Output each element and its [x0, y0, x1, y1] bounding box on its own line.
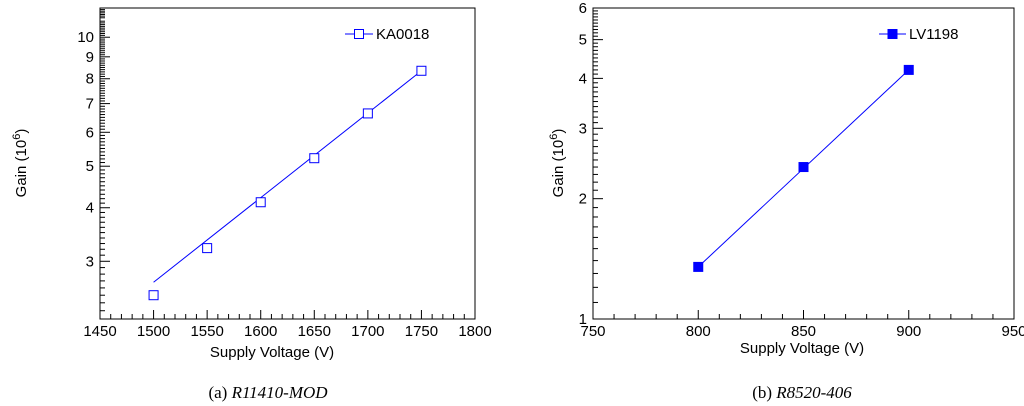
- legend: LV1198: [879, 26, 959, 43]
- x-tick-label: 1450: [83, 323, 116, 340]
- y-tick-label: 2: [579, 191, 587, 208]
- y-axis-title: Gain (106): [11, 129, 30, 198]
- x-tick-label: 950: [1001, 323, 1024, 340]
- y-tick-label: 6: [86, 124, 94, 141]
- x-tick-label: 1550: [190, 323, 223, 340]
- y-tick-label: 4: [579, 70, 587, 87]
- legend-marker-filled-square: [887, 29, 898, 39]
- y-axis-title: Gain (106): [548, 129, 567, 198]
- y-tick-label: 7: [86, 96, 94, 113]
- x-tick-label: 900: [896, 323, 921, 340]
- y-tick-label: 5: [579, 32, 587, 49]
- data-point: [903, 64, 914, 75]
- y-axis-title-exponent: 6: [11, 134, 23, 140]
- x-tick-label: 750: [580, 323, 605, 340]
- y-tick-label: 4: [86, 200, 94, 217]
- x-tick-label: 850: [791, 323, 816, 340]
- legend-label: LV1198: [909, 26, 959, 43]
- panel-b-chart: 750 800 850 900 950 1 2 3 4 5 6 LV1198 Supply Vol…: [548, 0, 1024, 402]
- plot-frame: [99, 7, 476, 320]
- data-points: [148, 65, 427, 301]
- y-axis-title-exponent: 6: [548, 134, 560, 140]
- y-ticks: 1 2 3 4 5 6: [579, 0, 603, 328]
- caption: (b) R8520-406: [752, 383, 852, 402]
- y-tick-label: 10: [77, 29, 94, 46]
- y-tick-label: 1: [579, 311, 587, 328]
- caption-title: R8520-406: [775, 383, 852, 402]
- y-tick-label: 8: [86, 71, 94, 88]
- data-point: [148, 290, 159, 301]
- y-axis-title-main: Gain (10: [550, 140, 567, 198]
- data-point: [416, 65, 427, 76]
- y-tick-label: 5: [86, 158, 94, 175]
- x-tick-label: 1700: [351, 323, 384, 340]
- data-point: [362, 108, 373, 119]
- data-point: [693, 261, 704, 272]
- y-tick-label: 6: [579, 0, 587, 17]
- legend: KA0018: [345, 26, 429, 43]
- data-point: [202, 243, 213, 254]
- x-axis-title: Supply Voltage (V): [210, 344, 334, 361]
- x-ticks: 1450 1500 1550 1600 1650 1700 1750 1800: [83, 310, 492, 340]
- y-axis-title-main: Gain (10: [13, 140, 30, 198]
- y-ticks: 3 4 5 6 7 8 9 10: [77, 7, 110, 320]
- caption-prefix: (b): [752, 383, 772, 402]
- caption-title: R11410-MOD: [231, 383, 329, 402]
- x-tick-label: 800: [686, 323, 711, 340]
- caption-prefix: (a): [208, 383, 227, 402]
- y-tick-label: 3: [579, 120, 587, 137]
- legend-label: KA0018: [376, 26, 429, 43]
- x-tick-label: 1500: [137, 323, 170, 340]
- data-point: [309, 153, 320, 164]
- y-axis-title-close: ): [13, 129, 30, 134]
- fit-lines: [153, 70, 422, 283]
- data-point: [255, 197, 266, 208]
- legend-marker-open-square: [354, 29, 364, 39]
- x-tick-label: 1750: [405, 323, 438, 340]
- panel-a-chart: 1450 1500 1550 1600 1650 1700 1750 1800 3 4 5 6 7 8 9…: [11, 7, 492, 402]
- x-tick-label: 1800: [458, 323, 491, 340]
- fit-line: [153, 70, 422, 283]
- x-ticks: 750 800 850 900 950: [580, 310, 1024, 340]
- x-tick-label: 1600: [244, 323, 277, 340]
- data-points: [693, 64, 914, 272]
- y-tick-label: 9: [86, 49, 94, 66]
- y-tick-label: 3: [86, 253, 94, 270]
- x-tick-label: 1650: [298, 323, 331, 340]
- y-axis-title-close: ): [550, 129, 567, 134]
- x-axis-title: Supply Voltage (V): [740, 340, 864, 357]
- data-point: [798, 162, 809, 173]
- caption: (a) R11410-MOD: [208, 383, 328, 402]
